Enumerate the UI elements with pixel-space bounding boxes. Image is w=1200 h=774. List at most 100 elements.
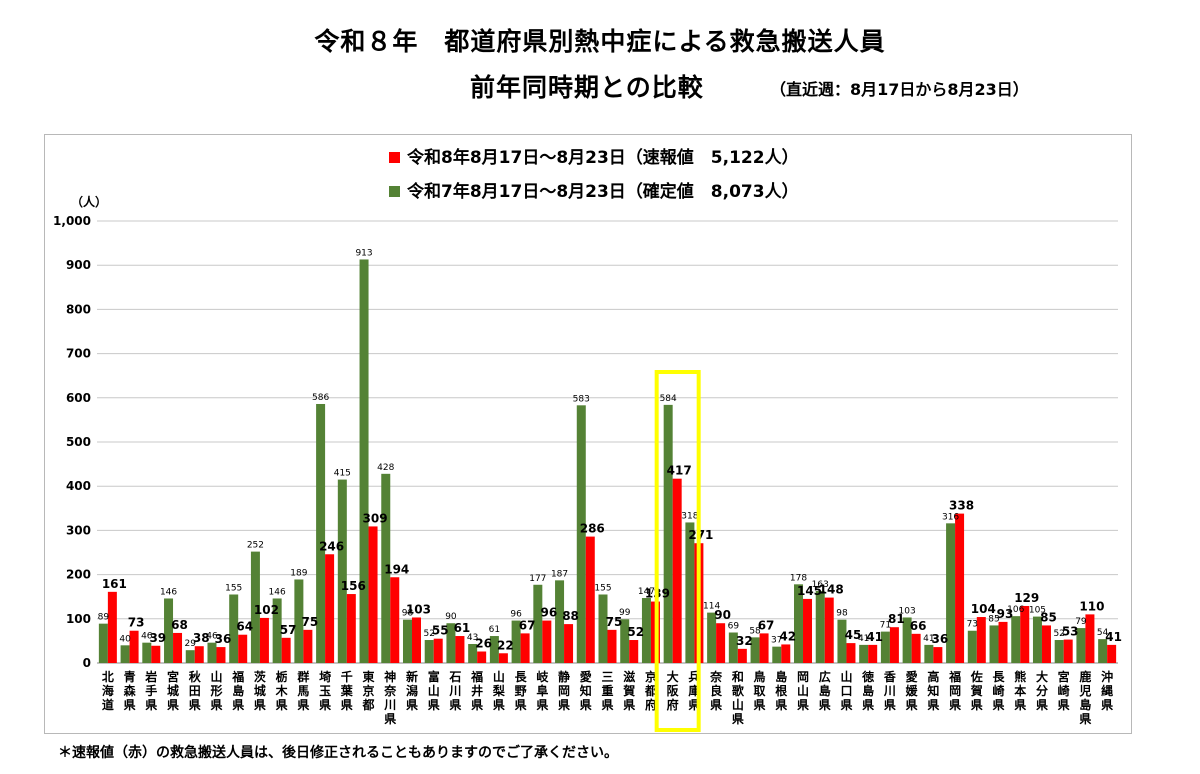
x-tick-label: 京 bbox=[363, 683, 375, 698]
x-tick-label: 宮 bbox=[1058, 669, 1070, 684]
value-label-current: 57 bbox=[280, 623, 297, 637]
value-label-previous: 98 bbox=[402, 609, 414, 619]
x-tick-label: 県 bbox=[1058, 698, 1070, 712]
x-tick-label: 川 bbox=[383, 698, 396, 712]
value-label-current: 61 bbox=[454, 621, 471, 635]
x-tick-label: 県 bbox=[471, 698, 483, 712]
value-label-previous: 178 bbox=[790, 573, 807, 583]
bar-current bbox=[129, 630, 139, 663]
value-label-current: 309 bbox=[363, 511, 388, 525]
bar-current bbox=[151, 645, 161, 663]
value-label-previous: 85 bbox=[988, 614, 999, 624]
bar-current bbox=[390, 577, 400, 663]
value-label-current: 96 bbox=[540, 606, 557, 620]
bar-previous bbox=[794, 584, 804, 663]
bar-current bbox=[411, 617, 421, 663]
value-label-current: 338 bbox=[949, 499, 974, 513]
x-tick-label: 口 bbox=[840, 684, 852, 698]
x-tick-label: 森 bbox=[124, 683, 137, 698]
value-label-previous: 114 bbox=[703, 602, 720, 612]
x-tick-label: 県 bbox=[232, 698, 244, 712]
x-tick-label: 県 bbox=[515, 698, 527, 712]
x-tick-label: 形 bbox=[210, 684, 222, 698]
x-tick-label: 県 bbox=[189, 698, 201, 712]
x-tick-label: 媛 bbox=[905, 683, 919, 698]
value-label-current: 93 bbox=[997, 607, 1014, 621]
bar-previous bbox=[446, 623, 456, 663]
value-label-current: 52 bbox=[627, 625, 644, 639]
bar-current bbox=[759, 633, 769, 663]
x-tick-label: 城 bbox=[167, 683, 179, 698]
x-tick-label: 知 bbox=[579, 683, 592, 698]
value-label-previous: 146 bbox=[269, 587, 286, 597]
value-label-current: 246 bbox=[319, 539, 344, 553]
value-label-current: 104 bbox=[971, 602, 996, 616]
x-tick-label: 都 bbox=[362, 697, 375, 712]
x-tick-label: 石 bbox=[448, 670, 461, 684]
bar-current bbox=[238, 634, 248, 663]
x-tick-label: 沖 bbox=[1101, 669, 1113, 684]
bar-previous bbox=[1076, 628, 1086, 663]
x-tick-label: 千 bbox=[341, 669, 353, 684]
bar-current bbox=[911, 633, 921, 663]
x-tick-label: 秋 bbox=[189, 669, 202, 684]
x-tick-label: 県 bbox=[145, 698, 157, 712]
x-tick-label: 県 bbox=[341, 698, 353, 712]
bar-current bbox=[716, 623, 726, 663]
bar-current bbox=[520, 633, 530, 663]
value-label-current: 41 bbox=[1105, 630, 1122, 644]
value-label-previous: 415 bbox=[334, 469, 351, 479]
x-tick-label: 川 bbox=[448, 684, 461, 698]
x-tick-label: 県 bbox=[710, 698, 722, 712]
bar-current bbox=[846, 643, 856, 663]
x-tick-label: 県 bbox=[254, 698, 266, 712]
x-tick-label: 県 bbox=[319, 698, 331, 712]
y-tick-label: 0 bbox=[83, 656, 91, 670]
x-tick-label: 玉 bbox=[319, 684, 331, 698]
x-tick-label: 東 bbox=[363, 669, 375, 684]
value-label-previous: 41 bbox=[858, 634, 869, 644]
bar-current bbox=[216, 647, 226, 663]
x-tick-label: 城 bbox=[254, 683, 266, 698]
bar-previous bbox=[533, 584, 543, 663]
x-tick-label: 熊 bbox=[1014, 669, 1026, 684]
bar-current bbox=[629, 640, 639, 663]
bar-current bbox=[1085, 614, 1095, 663]
x-tick-label: 県 bbox=[1014, 698, 1026, 712]
bar-previous bbox=[142, 642, 152, 663]
bar-current bbox=[477, 651, 487, 663]
value-label-previous: 41 bbox=[923, 634, 934, 644]
bar-previous bbox=[164, 598, 174, 663]
value-label-previous: 96 bbox=[510, 610, 522, 620]
bar-current bbox=[107, 591, 117, 663]
x-tick-label: 賀 bbox=[622, 683, 635, 698]
x-tick-label: 県 bbox=[493, 698, 505, 712]
x-tick-label: 県 bbox=[797, 698, 809, 712]
x-tick-label: 取 bbox=[754, 684, 766, 698]
x-tick-label: 阜 bbox=[536, 683, 548, 698]
bar-previous bbox=[707, 612, 717, 663]
footnote: ＊速報値（赤）の救急搬送人員は、後日修正されることもありますのでご了承ください。 bbox=[58, 745, 618, 761]
x-tick-label: 県 bbox=[210, 698, 222, 712]
bar-current bbox=[781, 644, 791, 663]
x-tick-label: 群 bbox=[296, 669, 309, 684]
x-tick-label: 県 bbox=[297, 698, 309, 712]
x-tick-label: 本 bbox=[1014, 683, 1026, 698]
value-label-previous: 316 bbox=[942, 512, 959, 522]
x-tick-label: 葉 bbox=[340, 683, 354, 698]
value-label-previous: 46 bbox=[206, 632, 218, 642]
bar-previous bbox=[1054, 640, 1064, 663]
x-tick-label: 島 bbox=[775, 669, 787, 684]
bar-current bbox=[889, 627, 899, 663]
x-tick-label: 県 bbox=[623, 698, 635, 712]
x-tick-label: 県 bbox=[862, 698, 874, 712]
bar-current bbox=[955, 513, 965, 663]
x-tick-label: 県 bbox=[1036, 698, 1048, 712]
value-labels: 8916140734639146682938463615564252102146… bbox=[98, 248, 1122, 652]
bar-previous bbox=[555, 580, 565, 663]
x-tick-label: 長 bbox=[515, 669, 528, 684]
x-tick-label: 県 bbox=[754, 698, 766, 712]
bar-previous bbox=[641, 598, 651, 663]
x-tick-label: 県 bbox=[449, 698, 461, 712]
value-label-current: 156 bbox=[341, 579, 366, 593]
